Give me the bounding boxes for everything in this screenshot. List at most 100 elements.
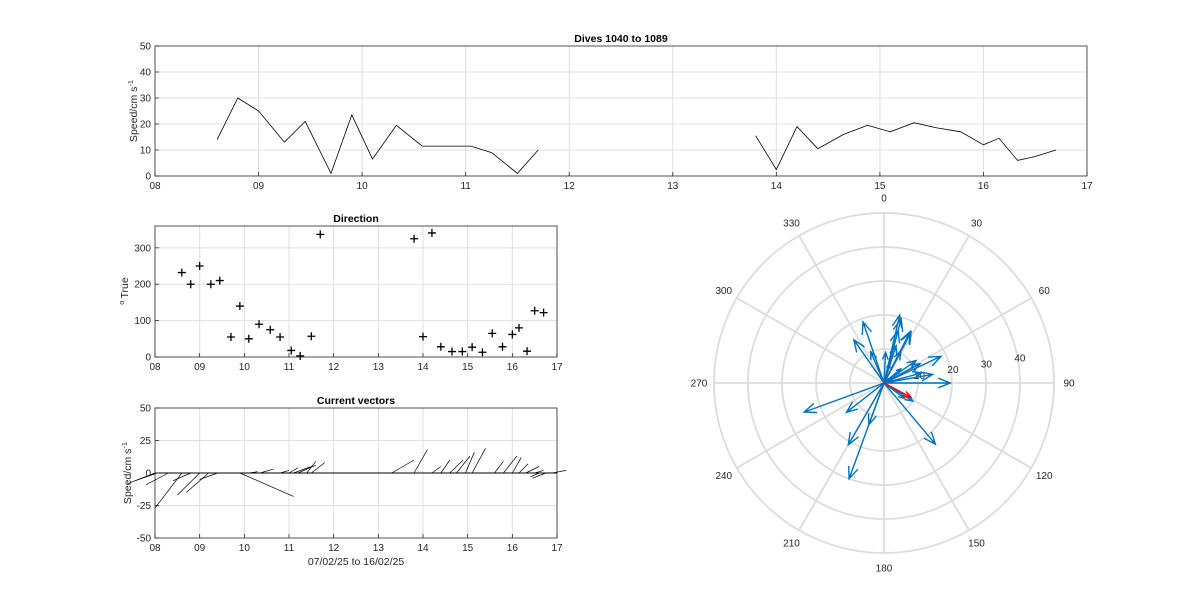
direction-point (448, 347, 457, 356)
angle-label: 300 (715, 286, 732, 297)
current-stick (413, 449, 428, 474)
current-stick (449, 459, 464, 474)
x-tick-label: 13 (373, 543, 385, 554)
y-tick-label: 0 (145, 353, 151, 364)
current-stick (471, 448, 486, 474)
polar-spoke (736, 382, 885, 469)
angle-label: 180 (876, 564, 893, 575)
x-tick-label: 13 (373, 362, 385, 373)
current-stick (279, 470, 290, 474)
compass-vector (852, 338, 885, 384)
current-stick (311, 462, 325, 474)
speed-ylabel: Speed/cm s-1 (126, 80, 140, 142)
direction-point (206, 280, 215, 289)
current-stick (248, 471, 258, 474)
current-stick (177, 472, 200, 496)
current-stick (530, 472, 540, 478)
x-tick-label: 09 (253, 181, 265, 192)
direction-point (458, 347, 467, 356)
direction-point (515, 323, 524, 332)
direction-point (186, 280, 195, 289)
direction-point (468, 343, 477, 352)
current-stick (456, 455, 471, 474)
angle-label: 90 (1063, 379, 1075, 390)
x-tick-label: 17 (551, 362, 563, 373)
current-stick (259, 468, 274, 474)
y-tick-label: -25 (137, 501, 152, 512)
y-tick-label: 20 (140, 120, 152, 131)
angle-label: 120 (1036, 471, 1053, 482)
direction-point (235, 302, 244, 311)
current-stick (534, 470, 544, 474)
compass-vector (867, 382, 885, 427)
direction-point (296, 351, 305, 360)
angle-label: 240 (715, 471, 732, 482)
x-tick-label: 12 (328, 543, 340, 554)
direction-point (255, 320, 264, 329)
x-tick-label: 17 (551, 543, 563, 554)
angle-label: 0 (881, 194, 887, 205)
direction-plot: 08 09 10 11 12 13 14 15 16 17 0 100 200 300 Directio… (117, 213, 563, 373)
radius-label: 30 (981, 359, 993, 370)
direction-point (316, 230, 325, 239)
vectors-ylabel: Speed/cm s-1 (120, 442, 134, 504)
polar-spoke (883, 297, 1032, 384)
current-stick (145, 472, 169, 486)
compass-vector (845, 382, 885, 414)
direction-point (523, 347, 532, 356)
angle-label: 210 (783, 539, 800, 550)
y-tick-label: 0 (145, 172, 151, 183)
direction-point (436, 342, 445, 351)
x-tick-label: 09 (194, 543, 206, 554)
compass-vector (861, 320, 885, 384)
current-stick (199, 472, 218, 480)
x-tick-label: 14 (771, 181, 783, 192)
x-tick-label: 13 (667, 181, 679, 192)
radius-label: 40 (1014, 353, 1026, 364)
direction-point (530, 306, 539, 315)
direction-point (539, 308, 548, 317)
x-tick-label: 16 (507, 543, 519, 554)
speed-plot: 08 09 10 11 12 13 14 15 16 17 0 10 20 30 40 50 Dives 1… (126, 33, 1093, 192)
current-stick (532, 472, 546, 479)
direction-point (177, 268, 186, 277)
current-stick (391, 459, 415, 474)
y-tick-label: 50 (140, 404, 152, 415)
x-tick-label: 14 (417, 362, 429, 373)
compass-vector (881, 350, 889, 384)
direction-point (478, 348, 487, 357)
compass-vector (883, 330, 912, 384)
x-tick-label: 10 (357, 181, 369, 192)
polar-spoke (798, 235, 885, 384)
current-stick (503, 455, 518, 474)
current-stick (134, 472, 158, 482)
current-stick (440, 459, 451, 474)
current-stick (552, 470, 567, 474)
y-tick-label: 10 (140, 146, 152, 157)
y-tick-label: 100 (134, 316, 151, 327)
compass-vector (883, 382, 937, 446)
compass-vector (883, 371, 935, 384)
x-tick-label: 12 (564, 181, 576, 192)
speed-title: Dives 1040 to 1089 (574, 33, 668, 45)
x-tick-label: 16 (507, 362, 519, 373)
current-vectors-plot: 08 09 10 11 12 13 14 15 16 17 -50 -25 0 25 50 Current… (120, 395, 567, 568)
current-stick (293, 466, 312, 474)
direction-ylabel: oTrue (117, 277, 131, 305)
x-tick-label: 12 (328, 362, 340, 373)
vectors-xlabel: 07/02/25 to 16/02/25 (308, 556, 404, 568)
current-stick (431, 466, 442, 474)
x-tick-label: 11 (284, 362, 295, 373)
current-stick (494, 461, 504, 474)
x-tick-label: 11 (460, 181, 471, 192)
x-tick-label: 10 (239, 362, 251, 373)
current-stick (512, 457, 522, 474)
polar-spoke (736, 297, 885, 384)
speed-line (755, 122, 1057, 171)
direction-point (488, 329, 497, 338)
direction-title: Direction (333, 213, 379, 225)
compass-vector (847, 382, 885, 447)
current-stick (518, 463, 529, 474)
current-stick (465, 452, 475, 474)
y-tick-label: 40 (140, 68, 152, 79)
